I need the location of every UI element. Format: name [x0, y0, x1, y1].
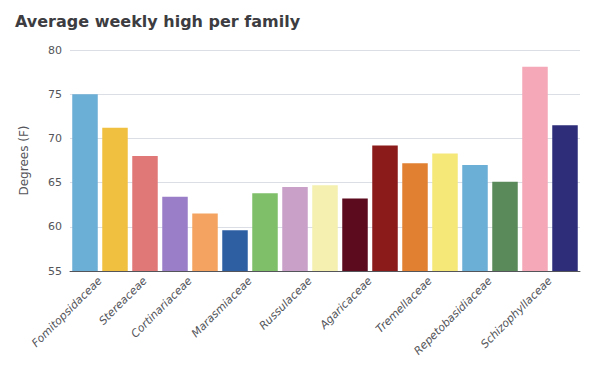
svg-text:Fomitopsidaceae: Fomitopsidaceae — [29, 274, 105, 350]
svg-text:Russulaceae: Russulaceae — [257, 274, 315, 332]
svg-text:Stereaceae: Stereaceae — [96, 274, 150, 328]
svg-text:Repetobasidiaceae: Repetobasidiaceae — [411, 274, 495, 358]
svg-text:55: 55 — [48, 265, 62, 278]
svg-text:Tremellaceae: Tremellaceae — [373, 274, 434, 335]
svg-text:65: 65 — [48, 176, 62, 189]
svg-text:Agaricaceae: Agaricaceae — [317, 274, 375, 332]
svg-text:70: 70 — [48, 132, 62, 145]
svg-text:Cortinariaceae: Cortinariaceae — [128, 274, 194, 340]
svg-text:75: 75 — [48, 88, 62, 101]
svg-text:Average weekly high per family: Average weekly high per family — [15, 12, 301, 31]
svg-text:Marasmiaceae: Marasmiaceae — [189, 274, 255, 340]
svg-text:Degrees (F): Degrees (F) — [17, 125, 31, 195]
svg-text:80: 80 — [48, 44, 62, 57]
svg-text:60: 60 — [48, 220, 62, 233]
svg-text:Schizophyllaceae: Schizophyllaceae — [478, 274, 555, 351]
